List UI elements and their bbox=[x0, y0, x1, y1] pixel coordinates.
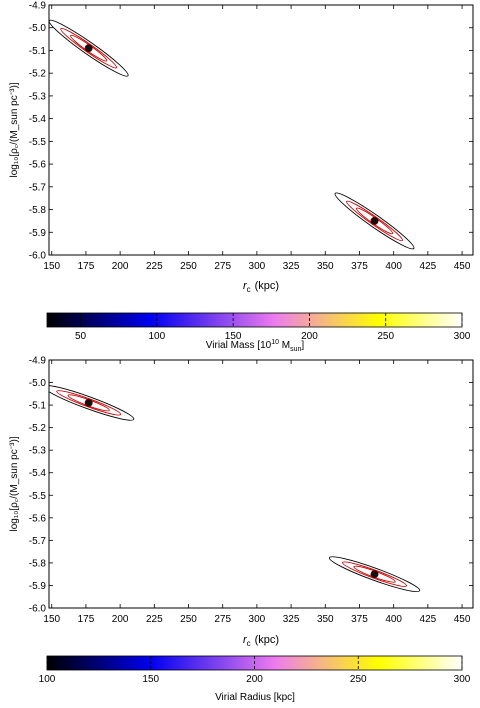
y-tick-label: -4.9 bbox=[29, 356, 47, 367]
y-tick-label: -6.0 bbox=[29, 251, 47, 262]
x-axis-ticks: 150 175 200 225 250 275 300 325 350 375 400 425 450 bbox=[43, 360, 471, 625]
y-tick-label: -5.8 bbox=[29, 205, 47, 216]
colorbar-label: Virial Radius [kpc] bbox=[215, 692, 295, 703]
x-tick-label: 425 bbox=[420, 614, 437, 625]
plot-frame bbox=[48, 359, 474, 609]
x-tick-label: 275 bbox=[214, 261, 231, 272]
colorbar-tick-label: 250 bbox=[350, 674, 367, 685]
x-tick-label: 300 bbox=[249, 614, 266, 625]
x-tick-label: 150 bbox=[43, 261, 60, 272]
y-tick-label: -5.6 bbox=[29, 160, 47, 171]
colorbar-ticks: 50 100 150 200 250 300 bbox=[75, 313, 471, 342]
likelihood-contour bbox=[342, 561, 407, 587]
colorbar-tick-label: 200 bbox=[246, 674, 263, 685]
contours bbox=[49, 385, 421, 592]
y-tick-label: -5.4 bbox=[29, 114, 47, 125]
x-tick-label: 200 bbox=[112, 614, 129, 625]
x-tick-label: 250 bbox=[180, 261, 197, 272]
colorbar-tick-label: 150 bbox=[142, 674, 159, 685]
colorbar-tick-label: 150 bbox=[225, 331, 242, 342]
y-tick-label: -5.0 bbox=[29, 23, 47, 34]
colorbar-tick-label: 50 bbox=[75, 331, 87, 342]
colorbar-tick-label: 200 bbox=[301, 331, 318, 342]
y-tick-label: -5.8 bbox=[29, 558, 47, 569]
y-tick-label: -5.5 bbox=[29, 137, 47, 148]
y-tick-label: -5.9 bbox=[29, 228, 47, 239]
panel-virial-radius: 150 175 200 225 250 275 300 325 350 375 400 425 450 … bbox=[9, 356, 474, 703]
y-tick-label: -5.4 bbox=[29, 468, 47, 479]
y-tick-label: -5.0 bbox=[29, 378, 47, 389]
heatmap-area bbox=[49, 385, 473, 608]
best-fit-point bbox=[84, 398, 93, 407]
x-tick-label: 325 bbox=[283, 261, 300, 272]
x-tick-label: 275 bbox=[214, 614, 231, 625]
best-fit-point bbox=[370, 216, 379, 225]
colorbar-label: Virial Mass [1010 Msun] bbox=[206, 339, 305, 353]
x-tick-label: 150 bbox=[43, 614, 60, 625]
y-axis-ticks: -4.9 -5.0 -5.1 -5.2 -5.3 -5.4 -5.5 -5.6 -5.7 -5.8… bbox=[29, 356, 473, 615]
likelihood-contour bbox=[328, 556, 421, 592]
y-tick-label: -5.3 bbox=[29, 91, 47, 102]
y-tick-label: -5.2 bbox=[29, 423, 47, 434]
x-axis-ticks: 150 175 200 225 250 275 300 325 350 375 400 425 450 bbox=[43, 5, 471, 272]
x-tick-label: 350 bbox=[317, 261, 334, 272]
x-axis-label: rc (kpc) bbox=[243, 280, 279, 294]
x-tick-label: 400 bbox=[385, 614, 402, 625]
x-tick-label: 450 bbox=[454, 614, 471, 625]
y-tick-label: -5.6 bbox=[29, 513, 47, 524]
x-axis-label: rc (kpc) bbox=[243, 634, 279, 648]
x-tick-label: 400 bbox=[385, 261, 402, 272]
heatmap-area bbox=[49, 19, 473, 255]
y-tick-label: -5.7 bbox=[29, 182, 47, 193]
x-tick-label: 175 bbox=[78, 614, 95, 625]
y-tick-label: -5.3 bbox=[29, 446, 47, 457]
y-tick-label: -5.1 bbox=[29, 46, 47, 57]
x-tick-label: 325 bbox=[283, 614, 300, 625]
colorbar-tick-label: 300 bbox=[454, 674, 471, 685]
best-fit-point bbox=[370, 570, 379, 579]
x-tick-label: 450 bbox=[454, 261, 471, 272]
best-fit-points bbox=[84, 44, 379, 225]
colorbar-tick-label: 250 bbox=[377, 331, 394, 342]
x-tick-label: 350 bbox=[317, 614, 334, 625]
x-tick-label: 200 bbox=[112, 261, 129, 272]
y-tick-label: -5.2 bbox=[29, 69, 47, 80]
x-tick-label: 225 bbox=[146, 614, 163, 625]
x-tick-label: 300 bbox=[249, 261, 266, 272]
x-tick-label: 375 bbox=[351, 614, 368, 625]
y-tick-label: -5.5 bbox=[29, 491, 47, 502]
likelihood-contour bbox=[49, 385, 135, 421]
best-fit-point bbox=[84, 44, 93, 53]
contours bbox=[49, 19, 415, 250]
likelihood-contour bbox=[334, 192, 415, 250]
y-axis-label: log₁₀[ρ꜀/(M_sun pc⁻³)] bbox=[9, 436, 20, 531]
plot-frame bbox=[48, 4, 474, 256]
colorbar-tick-label: 100 bbox=[39, 674, 56, 685]
x-tick-label: 250 bbox=[180, 614, 197, 625]
x-tick-label: 175 bbox=[78, 261, 95, 272]
likelihood-contour bbox=[346, 200, 403, 242]
panel-virial-mass: 150 175 200 225 250 275 300 325 350 375 400 425 450 … bbox=[9, 1, 474, 353]
colorbar-tick-label: 100 bbox=[149, 331, 166, 342]
y-tick-label: -4.9 bbox=[29, 1, 47, 12]
y-axis-label: log₁₀[ρ꜀/(M_sun pc⁻³)] bbox=[9, 82, 20, 177]
y-tick-label: -5.7 bbox=[29, 536, 47, 547]
colorbar bbox=[46, 312, 463, 328]
x-tick-label: 225 bbox=[146, 261, 163, 272]
best-fit-points bbox=[84, 398, 379, 579]
y-tick-label: -5.1 bbox=[29, 401, 47, 412]
x-tick-label: 375 bbox=[351, 261, 368, 272]
x-tick-label: 425 bbox=[420, 261, 437, 272]
y-tick-label: -6.0 bbox=[29, 604, 47, 615]
colorbar-tick-label: 300 bbox=[454, 331, 471, 342]
y-tick-label: -5.9 bbox=[29, 581, 47, 592]
y-axis-ticks: -4.9 -5.0 -5.1 -5.2 -5.3 -5.4 -5.5 -5.6 -5.7 -5.8… bbox=[29, 1, 473, 262]
colorbar-ticks: 100 150 200 250 300 bbox=[39, 656, 471, 685]
